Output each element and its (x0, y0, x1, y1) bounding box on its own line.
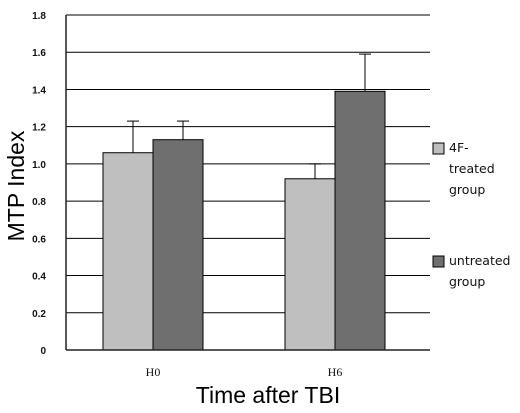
bars (102, 90, 386, 351)
y-tick-label: 1.0 (32, 160, 46, 171)
legend: 4F-treated group untreated group (432, 140, 511, 289)
y-tick-label: 0.4 (32, 272, 46, 283)
x-tick-label: H6 (328, 365, 343, 379)
legend-label: 4F-treated group (449, 140, 495, 197)
y-tick-label: 0.2 (32, 309, 46, 320)
y-tick-label: 0.8 (32, 197, 46, 208)
x-tick-label: H0 (146, 365, 161, 379)
bar (152, 139, 204, 351)
y-tick-label: 1.8 (32, 11, 46, 22)
y-tick-label: 1.2 (32, 123, 46, 134)
error-bars (127, 53, 371, 179)
y-axis-title: MTP Index (3, 130, 29, 241)
bar (284, 178, 336, 351)
y-tick-label: 1.6 (32, 48, 46, 59)
x-tick-labels: H0 H6 (146, 365, 343, 379)
y-tick-label: 0.6 (32, 234, 46, 245)
bar (334, 90, 386, 351)
bar (102, 152, 154, 351)
legend-swatch (432, 255, 445, 268)
y-tick-labels: 0 0.2 0.4 0.6 0.8 1.0 1.2 1.4 1.6 1.8 (32, 11, 46, 357)
legend-label: untreated group (449, 253, 511, 289)
legend-swatch (432, 142, 445, 155)
y-tick-label: 0 (40, 346, 46, 357)
y-tick-label: 1.4 (32, 85, 46, 96)
x-axis-title: Time after TBI (196, 382, 340, 408)
